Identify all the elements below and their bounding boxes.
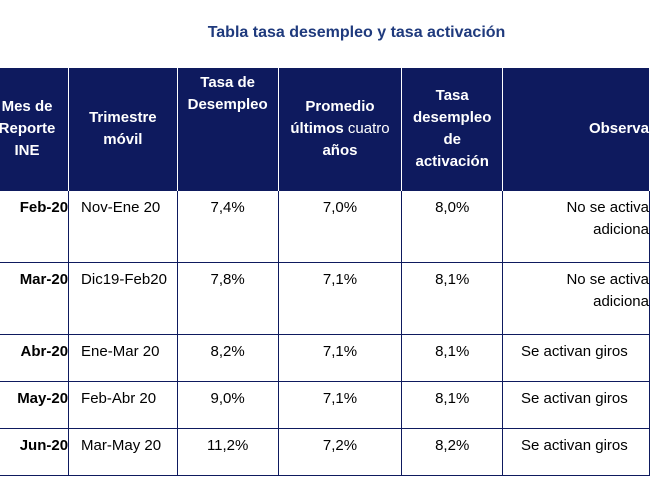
unemployment-table: Mes de Reporte INE Trimestre móvil Tasa … <box>0 68 650 476</box>
header-trimestre: Trimestre móvil <box>68 68 178 191</box>
table-title: Tabla tasa desempleo y tasa activación <box>207 24 506 41</box>
table-row: Mar-20 Dic19-Feb20 7,8% 7,1% 8,1% No se … <box>0 262 650 335</box>
table-row: Jun-20 Mar-May 20 11,2% 7,2% 8,2% Se act… <box>0 428 650 476</box>
cell-activacion: 8,1% <box>401 262 504 335</box>
cell-promedio: 7,1% <box>277 262 403 335</box>
unemployment-table-wrapper: Mes de Reporte INE Trimestre móvil Tasa … <box>0 68 650 476</box>
cell-mes: Jun-20 <box>0 428 70 476</box>
cell-tasa: 8,2% <box>176 334 279 382</box>
header-tasa: Tasa de Desempleo <box>176 68 279 191</box>
header-activacion: Tasa desempleo de activación <box>401 68 504 191</box>
header-mes: Mes de Reporte INE <box>0 68 70 191</box>
header-observaciones: Observa <box>502 68 650 191</box>
cell-observaciones: Se activan giros <box>502 334 650 382</box>
cell-observaciones: Se activan giros <box>502 381 650 429</box>
cell-activacion: 8,1% <box>401 334 504 382</box>
cell-trimestre: Nov-Ene 20 <box>68 190 178 263</box>
cell-trimestre: Mar-May 20 <box>68 428 178 476</box>
cell-trimestre: Ene-Mar 20 <box>68 334 178 382</box>
cell-mes: May-20 <box>0 381 70 429</box>
cell-observaciones: Se activan giros <box>502 428 650 476</box>
cell-mes: Mar-20 <box>0 262 70 335</box>
header-row: Mes de Reporte INE Trimestre móvil Tasa … <box>0 68 650 191</box>
cell-promedio: 7,1% <box>277 381 403 429</box>
cell-mes: Feb-20 <box>0 190 70 263</box>
table-row: May-20 Feb-Abr 20 9,0% 7,1% 8,1% Se acti… <box>0 381 650 429</box>
cell-observaciones: No se activa adiciona <box>502 262 650 335</box>
cell-promedio: 7,1% <box>277 334 403 382</box>
cell-tasa: 7,8% <box>176 262 279 335</box>
cell-mes: Abr-20 <box>0 334 70 382</box>
table-row: Abr-20 Ene-Mar 20 8,2% 7,1% 8,1% Se acti… <box>0 334 650 382</box>
cell-promedio: 7,2% <box>277 428 403 476</box>
cell-observaciones: No se activa adiciona <box>502 190 650 263</box>
cell-trimestre: Feb-Abr 20 <box>68 381 178 429</box>
cell-tasa: 11,2% <box>176 428 279 476</box>
cell-activacion: 8,2% <box>401 428 504 476</box>
cell-activacion: 8,0% <box>401 190 504 263</box>
cell-activacion: 8,1% <box>401 381 504 429</box>
table-row: Feb-20 Nov-Ene 20 7,4% 7,0% 8,0% No se a… <box>0 190 650 263</box>
cell-promedio: 7,0% <box>277 190 403 263</box>
cell-trimestre: Dic19-Feb20 <box>68 262 178 335</box>
cell-tasa: 7,4% <box>176 190 279 263</box>
cell-tasa: 9,0% <box>176 381 279 429</box>
header-promedio: Promedio últimos cuatro años <box>277 68 403 191</box>
